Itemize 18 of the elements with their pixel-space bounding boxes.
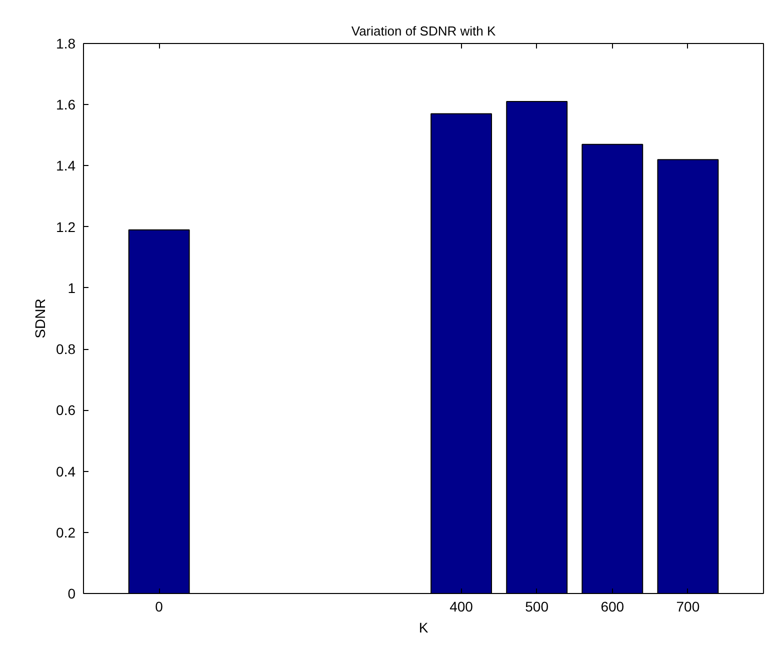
y-axis-title: SDNR bbox=[32, 298, 48, 338]
y-tick-label: 1.2 bbox=[56, 218, 76, 235]
y-tick-label: 0.6 bbox=[56, 402, 76, 418]
y-tick-label: 0.8 bbox=[56, 341, 76, 358]
x-tick-label: 700 bbox=[676, 598, 700, 614]
x-tick-label: 500 bbox=[525, 598, 549, 614]
x-tick-label: 0 bbox=[155, 598, 164, 614]
x-tick-label: 400 bbox=[450, 598, 474, 614]
y-tick-label: 0.4 bbox=[56, 463, 76, 480]
x-axis-title: K bbox=[418, 620, 429, 636]
y-tick-label: 0.2 bbox=[56, 524, 76, 540]
y-tick-label: 1 bbox=[68, 280, 76, 296]
x-tick-label: 600 bbox=[600, 598, 624, 614]
y-tick-label: 1.4 bbox=[56, 158, 76, 174]
y-tick-label: 1.6 bbox=[56, 96, 76, 113]
chart-title: Variation of SDNR with K bbox=[351, 24, 496, 38]
y-tick-label: 0 bbox=[68, 586, 76, 602]
y-tick-label: 1.8 bbox=[56, 36, 76, 52]
